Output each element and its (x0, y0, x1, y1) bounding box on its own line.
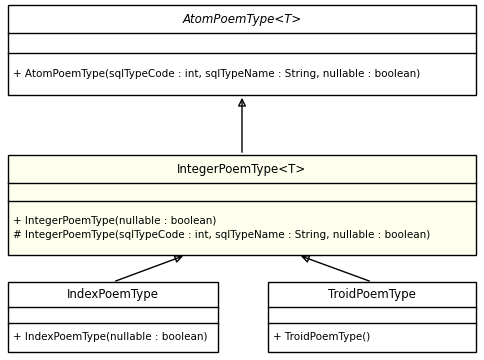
Bar (268, 282, 475, 352)
Bar (8, 5, 475, 95)
Text: + IndexPoemType(nullable : boolean): + IndexPoemType(nullable : boolean) (13, 333, 207, 342)
Text: + IntegerPoemType(nullable : boolean)
# IntegerPoemType(sqlTypeCode : int, sqlTy: + IntegerPoemType(nullable : boolean) # … (13, 216, 429, 240)
Text: IndexPoemType: IndexPoemType (67, 288, 159, 301)
Bar (8, 282, 217, 352)
Text: IntegerPoemType<T>: IntegerPoemType<T> (177, 162, 306, 175)
Bar (8, 155, 475, 255)
Text: + AtomPoemType(sqlTypeCode : int, sqlTypeName : String, nullable : boolean): + AtomPoemType(sqlTypeCode : int, sqlTyp… (13, 69, 419, 79)
Text: + TroidPoemType(): + TroidPoemType() (272, 333, 369, 342)
Text: TroidPoemType: TroidPoemType (327, 288, 415, 301)
Text: AtomPoemType<T>: AtomPoemType<T> (182, 13, 301, 26)
